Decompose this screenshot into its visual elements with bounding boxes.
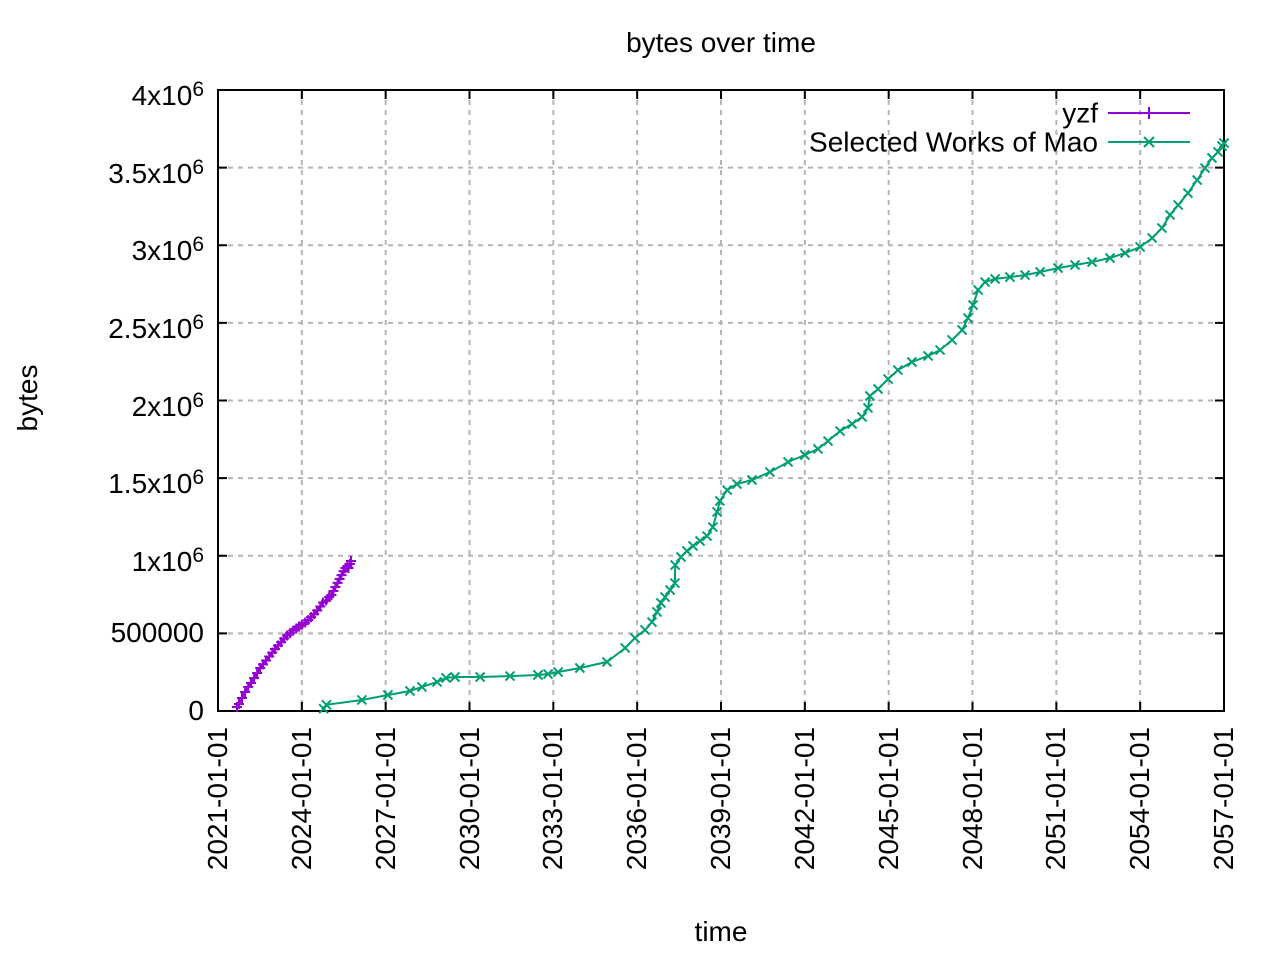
x-axis-title: time [694, 916, 748, 947]
legend-sample-marker [1143, 136, 1155, 148]
y-tick-label: 2.5x106 [108, 310, 204, 344]
x-tick-label: 2042-01-01 [788, 727, 820, 871]
x-tick-label: 2036-01-01 [621, 727, 653, 871]
y-tick-label: 4x106 [131, 78, 204, 111]
x-tick-label: 2030-01-01 [453, 727, 485, 871]
series-markers-cross [318, 137, 1230, 714]
chart-title: bytes over time [626, 27, 816, 58]
x-tick-label: 2021-01-01 [202, 727, 233, 871]
series-markers-plus [232, 556, 357, 712]
x-tick-label: 2024-01-01 [285, 727, 317, 871]
x-tick-label: 2045-01-01 [872, 727, 904, 871]
x-tick-label: 2039-01-01 [705, 727, 736, 871]
y-tick-label: 1x106 [131, 543, 204, 577]
series-line-cross [322, 142, 1225, 710]
y-tick-label: 3.5x106 [108, 155, 204, 189]
y-tick-label: 2x106 [131, 388, 204, 422]
legend-label: yzf [1062, 98, 1098, 129]
legend-label: Selected Works of Mao [809, 127, 1098, 158]
y-tick-label: 1.5x106 [108, 466, 204, 500]
y-tick-label: 0 [188, 695, 204, 726]
x-tick-label: 2033-01-01 [537, 727, 569, 871]
x-tick-label: 2027-01-01 [369, 727, 401, 871]
y-tick-label: 500000 [110, 617, 204, 649]
x-tick-label: 2051-01-01 [1040, 727, 1072, 871]
x-tick-label: 2048-01-01 [956, 727, 988, 871]
y-tick-label: 3x106 [131, 233, 204, 267]
legend-sample-marker [1143, 107, 1155, 119]
x-tick-label: 2057-01-01 [1208, 727, 1239, 871]
x-tick-label: 2054-01-01 [1124, 727, 1156, 871]
